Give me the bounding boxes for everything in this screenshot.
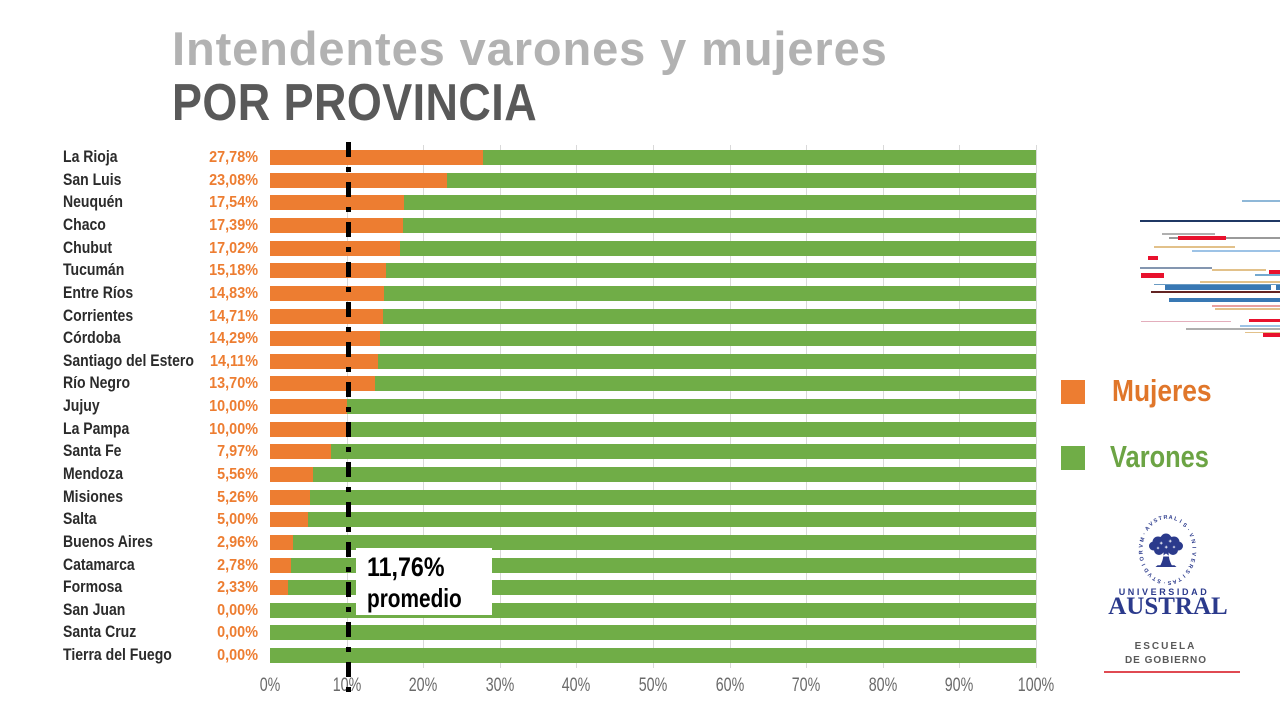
svg-text:I: I <box>1178 519 1183 525</box>
svg-text:V: V <box>1148 521 1155 528</box>
svg-text:R: R <box>1163 515 1167 521</box>
svg-text:L: L <box>1173 516 1179 523</box>
svg-text:I: I <box>1181 573 1186 579</box>
svg-text:V: V <box>1139 544 1145 549</box>
svg-text:S: S <box>1156 577 1162 584</box>
svg-text:I: I <box>1190 547 1196 549</box>
svg-text:T: T <box>1151 574 1157 581</box>
svg-text:A: A <box>1172 578 1177 585</box>
svg-text:T: T <box>1176 575 1182 582</box>
svg-text:M: M <box>1139 536 1146 543</box>
svg-text:A: A <box>1144 525 1151 532</box>
svg-text:I: I <box>1141 562 1147 566</box>
svg-text:DE GOBIERNO: DE GOBIERNO <box>1125 655 1207 666</box>
svg-text:T: T <box>1158 515 1163 522</box>
svg-text:S: S <box>1167 579 1171 585</box>
svg-text:S: S <box>1153 518 1159 525</box>
svg-text:D: D <box>1143 566 1150 573</box>
svg-text:·: · <box>1185 528 1191 533</box>
svg-text:S: S <box>1183 568 1190 575</box>
svg-text:R: R <box>1138 550 1144 554</box>
svg-text:R: R <box>1187 563 1194 569</box>
svg-text:V: V <box>1187 533 1194 539</box>
svg-text:S: S <box>1181 522 1188 529</box>
svg-text:AUSTRAL: AUSTRAL <box>1108 593 1227 620</box>
svg-text:O: O <box>1139 555 1146 561</box>
svg-text:A: A <box>1168 515 1173 521</box>
svg-text:E: E <box>1189 557 1196 563</box>
svg-text:·: · <box>1142 532 1148 537</box>
svg-text:ESCUELA: ESCUELA <box>1135 641 1197 652</box>
svg-text:·: · <box>1163 579 1166 585</box>
svg-text:UNIVERSIDAD: UNIVERSIDAD <box>1119 587 1210 597</box>
svg-text:N: N <box>1189 539 1196 544</box>
svg-text:V: V <box>1147 571 1154 578</box>
svg-text:V: V <box>1190 552 1196 557</box>
